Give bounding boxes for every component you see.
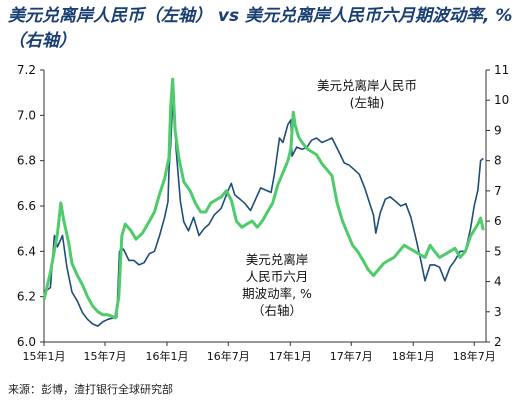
x-tick-label: 16年1月	[145, 349, 188, 363]
right-tick-label: 2	[494, 335, 502, 349]
right-tick-label: 5	[494, 244, 502, 258]
annotation-line: (左轴)	[350, 95, 385, 110]
right-tick-label: 11	[494, 63, 509, 77]
annotation-line: 人民币六月	[246, 269, 309, 284]
annotation-line: 美元兑离岸	[246, 252, 309, 267]
chart-title: 美元兑离岸人民币（左轴） vs 美元兑离岸人民币六月期波动率, %（右轴）	[8, 6, 513, 51]
annotation-line: （右轴）	[252, 303, 302, 318]
x-tick-label: 18年7月	[453, 349, 496, 363]
volatility-line	[42, 77, 485, 320]
usdcnh-annotation: 美元兑离岸人民币 (左轴)	[317, 78, 417, 110]
right-tick-label: 3	[494, 305, 502, 319]
left-tick-label: 6.4	[17, 244, 36, 258]
left-tick-label: 7.2	[17, 63, 36, 77]
x-tick-label: 15年1月	[23, 349, 66, 363]
right-tick-label: 4	[494, 275, 502, 289]
source-note: 来源：彭博，渣打银行全球研究部	[8, 383, 173, 396]
left-tick-label: 6.6	[17, 199, 36, 213]
right-tick-label: 9	[494, 123, 502, 137]
annotation-line: 美元兑离岸人民币	[317, 78, 417, 93]
left-tick-label: 7.0	[17, 108, 36, 122]
x-tick-label: 18年1月	[392, 349, 435, 363]
annotation-line: 期波动率, %	[242, 286, 312, 301]
left-tick-label: 6.2	[17, 290, 36, 304]
volatility-annotation: 美元兑离岸人民币六月期波动率, % （右轴）	[242, 252, 312, 318]
right-tick-label: 6	[494, 214, 502, 228]
left-tick-label: 6.0	[17, 335, 36, 349]
x-tick-label: 17年1月	[269, 349, 312, 363]
right-tick-label: 7	[494, 184, 502, 198]
right-tick-label: 8	[494, 154, 502, 168]
x-tick-label: 16年7月	[207, 349, 250, 363]
x-tick-label: 17年7月	[330, 349, 373, 363]
right-tick-label: 10	[494, 93, 509, 107]
left-tick-label: 6.8	[17, 154, 36, 168]
x-tick-label: 15年7月	[83, 349, 126, 363]
